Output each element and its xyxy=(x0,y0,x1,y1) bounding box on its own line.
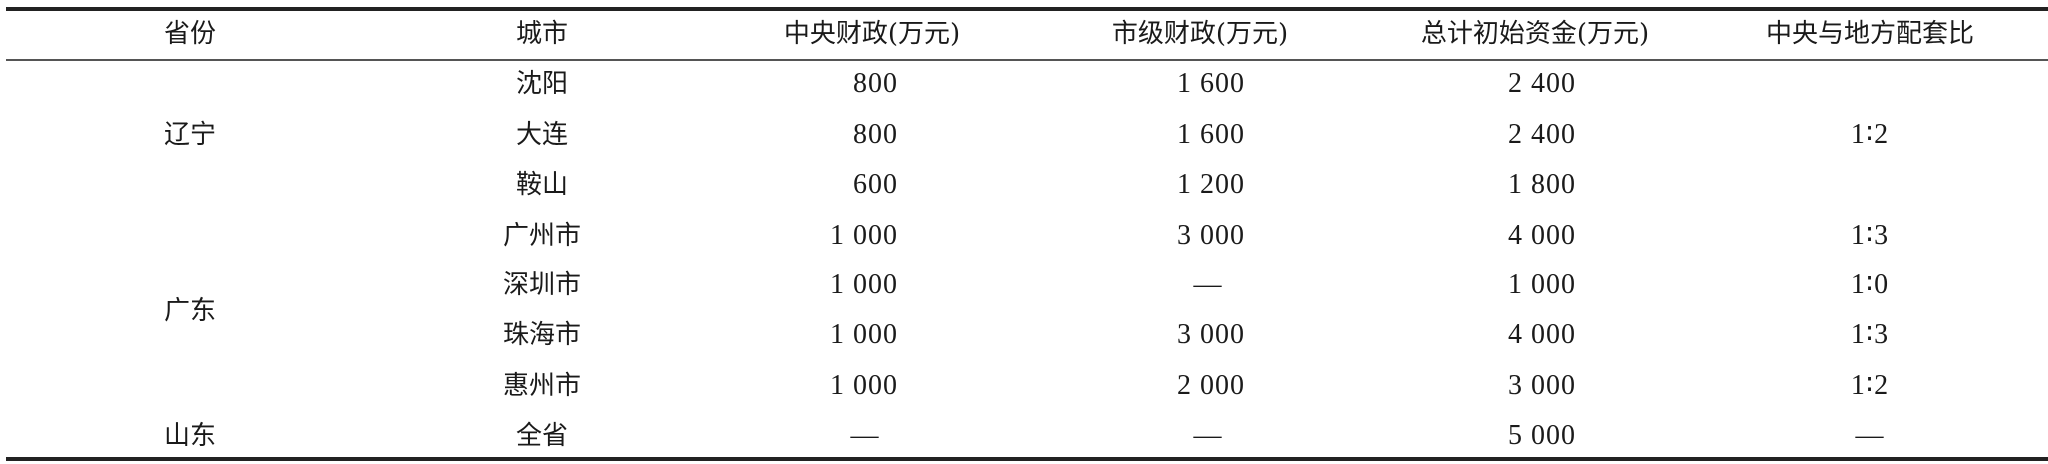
header-municipal: 市级财政(万元) xyxy=(1111,19,1289,49)
municipal-funding-cell: 1 200 xyxy=(1177,169,1245,200)
city-cell: 全省 xyxy=(515,421,569,451)
total-funding-cell: 4 000 xyxy=(1508,220,1576,251)
header-ratio: 中央与地方配套比 xyxy=(1765,19,1975,49)
city-cell: 沈阳 xyxy=(515,69,569,99)
ratio-cell: 1∶2 xyxy=(1850,370,1890,401)
header-province: 省份 xyxy=(163,19,217,49)
province-cell: 辽宁 xyxy=(163,120,217,150)
municipal-funding-cell: — xyxy=(1193,269,1223,300)
municipal-funding-cell: 2 000 xyxy=(1177,370,1245,401)
municipal-funding-cell: — xyxy=(1193,420,1223,451)
ratio-cell: 1∶3 xyxy=(1850,319,1890,350)
city-cell: 广州市 xyxy=(502,221,582,251)
city-cell: 大连 xyxy=(515,120,569,150)
province-cell: 山东 xyxy=(163,421,217,451)
municipal-funding-cell: 1 600 xyxy=(1177,68,1245,99)
header-total: 总计初始资金(万元) xyxy=(1420,19,1650,49)
city-cell: 深圳市 xyxy=(502,270,582,300)
total-funding-cell: 1 000 xyxy=(1508,269,1576,300)
province-cell: 广东 xyxy=(163,296,217,326)
top-rule xyxy=(6,7,2048,11)
central-funding-cell: — xyxy=(850,420,880,451)
central-funding-cell: 800 xyxy=(853,119,898,150)
total-funding-cell: 5 000 xyxy=(1508,420,1576,451)
municipal-funding-cell: 1 600 xyxy=(1177,119,1245,150)
header-central: 中央财政(万元) xyxy=(783,19,961,49)
total-funding-cell: 2 400 xyxy=(1508,119,1576,150)
central-funding-cell: 1 000 xyxy=(830,319,898,350)
central-funding-cell: 1 000 xyxy=(830,269,898,300)
municipal-funding-cell: 3 000 xyxy=(1177,220,1245,251)
central-funding-cell: 1 000 xyxy=(830,220,898,251)
ratio-cell: — xyxy=(1855,420,1885,451)
bottom-rule xyxy=(6,457,2048,461)
municipal-funding-cell: 3 000 xyxy=(1177,319,1245,350)
central-funding-cell: 800 xyxy=(853,68,898,99)
central-funding-cell: 600 xyxy=(853,169,898,200)
total-funding-cell: 2 400 xyxy=(1508,68,1576,99)
total-funding-cell: 4 000 xyxy=(1508,319,1576,350)
header-city: 城市 xyxy=(515,19,569,49)
ratio-cell: 1∶3 xyxy=(1850,220,1890,251)
total-funding-cell: 3 000 xyxy=(1508,370,1576,401)
ratio-cell: 1∶2 xyxy=(1850,119,1890,150)
ratio-cell: 1∶0 xyxy=(1850,269,1890,300)
city-cell: 珠海市 xyxy=(502,320,582,350)
total-funding-cell: 1 800 xyxy=(1508,169,1576,200)
header-rule xyxy=(6,59,2048,61)
city-cell: 鞍山 xyxy=(515,170,569,200)
central-funding-cell: 1 000 xyxy=(830,370,898,401)
city-cell: 惠州市 xyxy=(502,371,582,401)
